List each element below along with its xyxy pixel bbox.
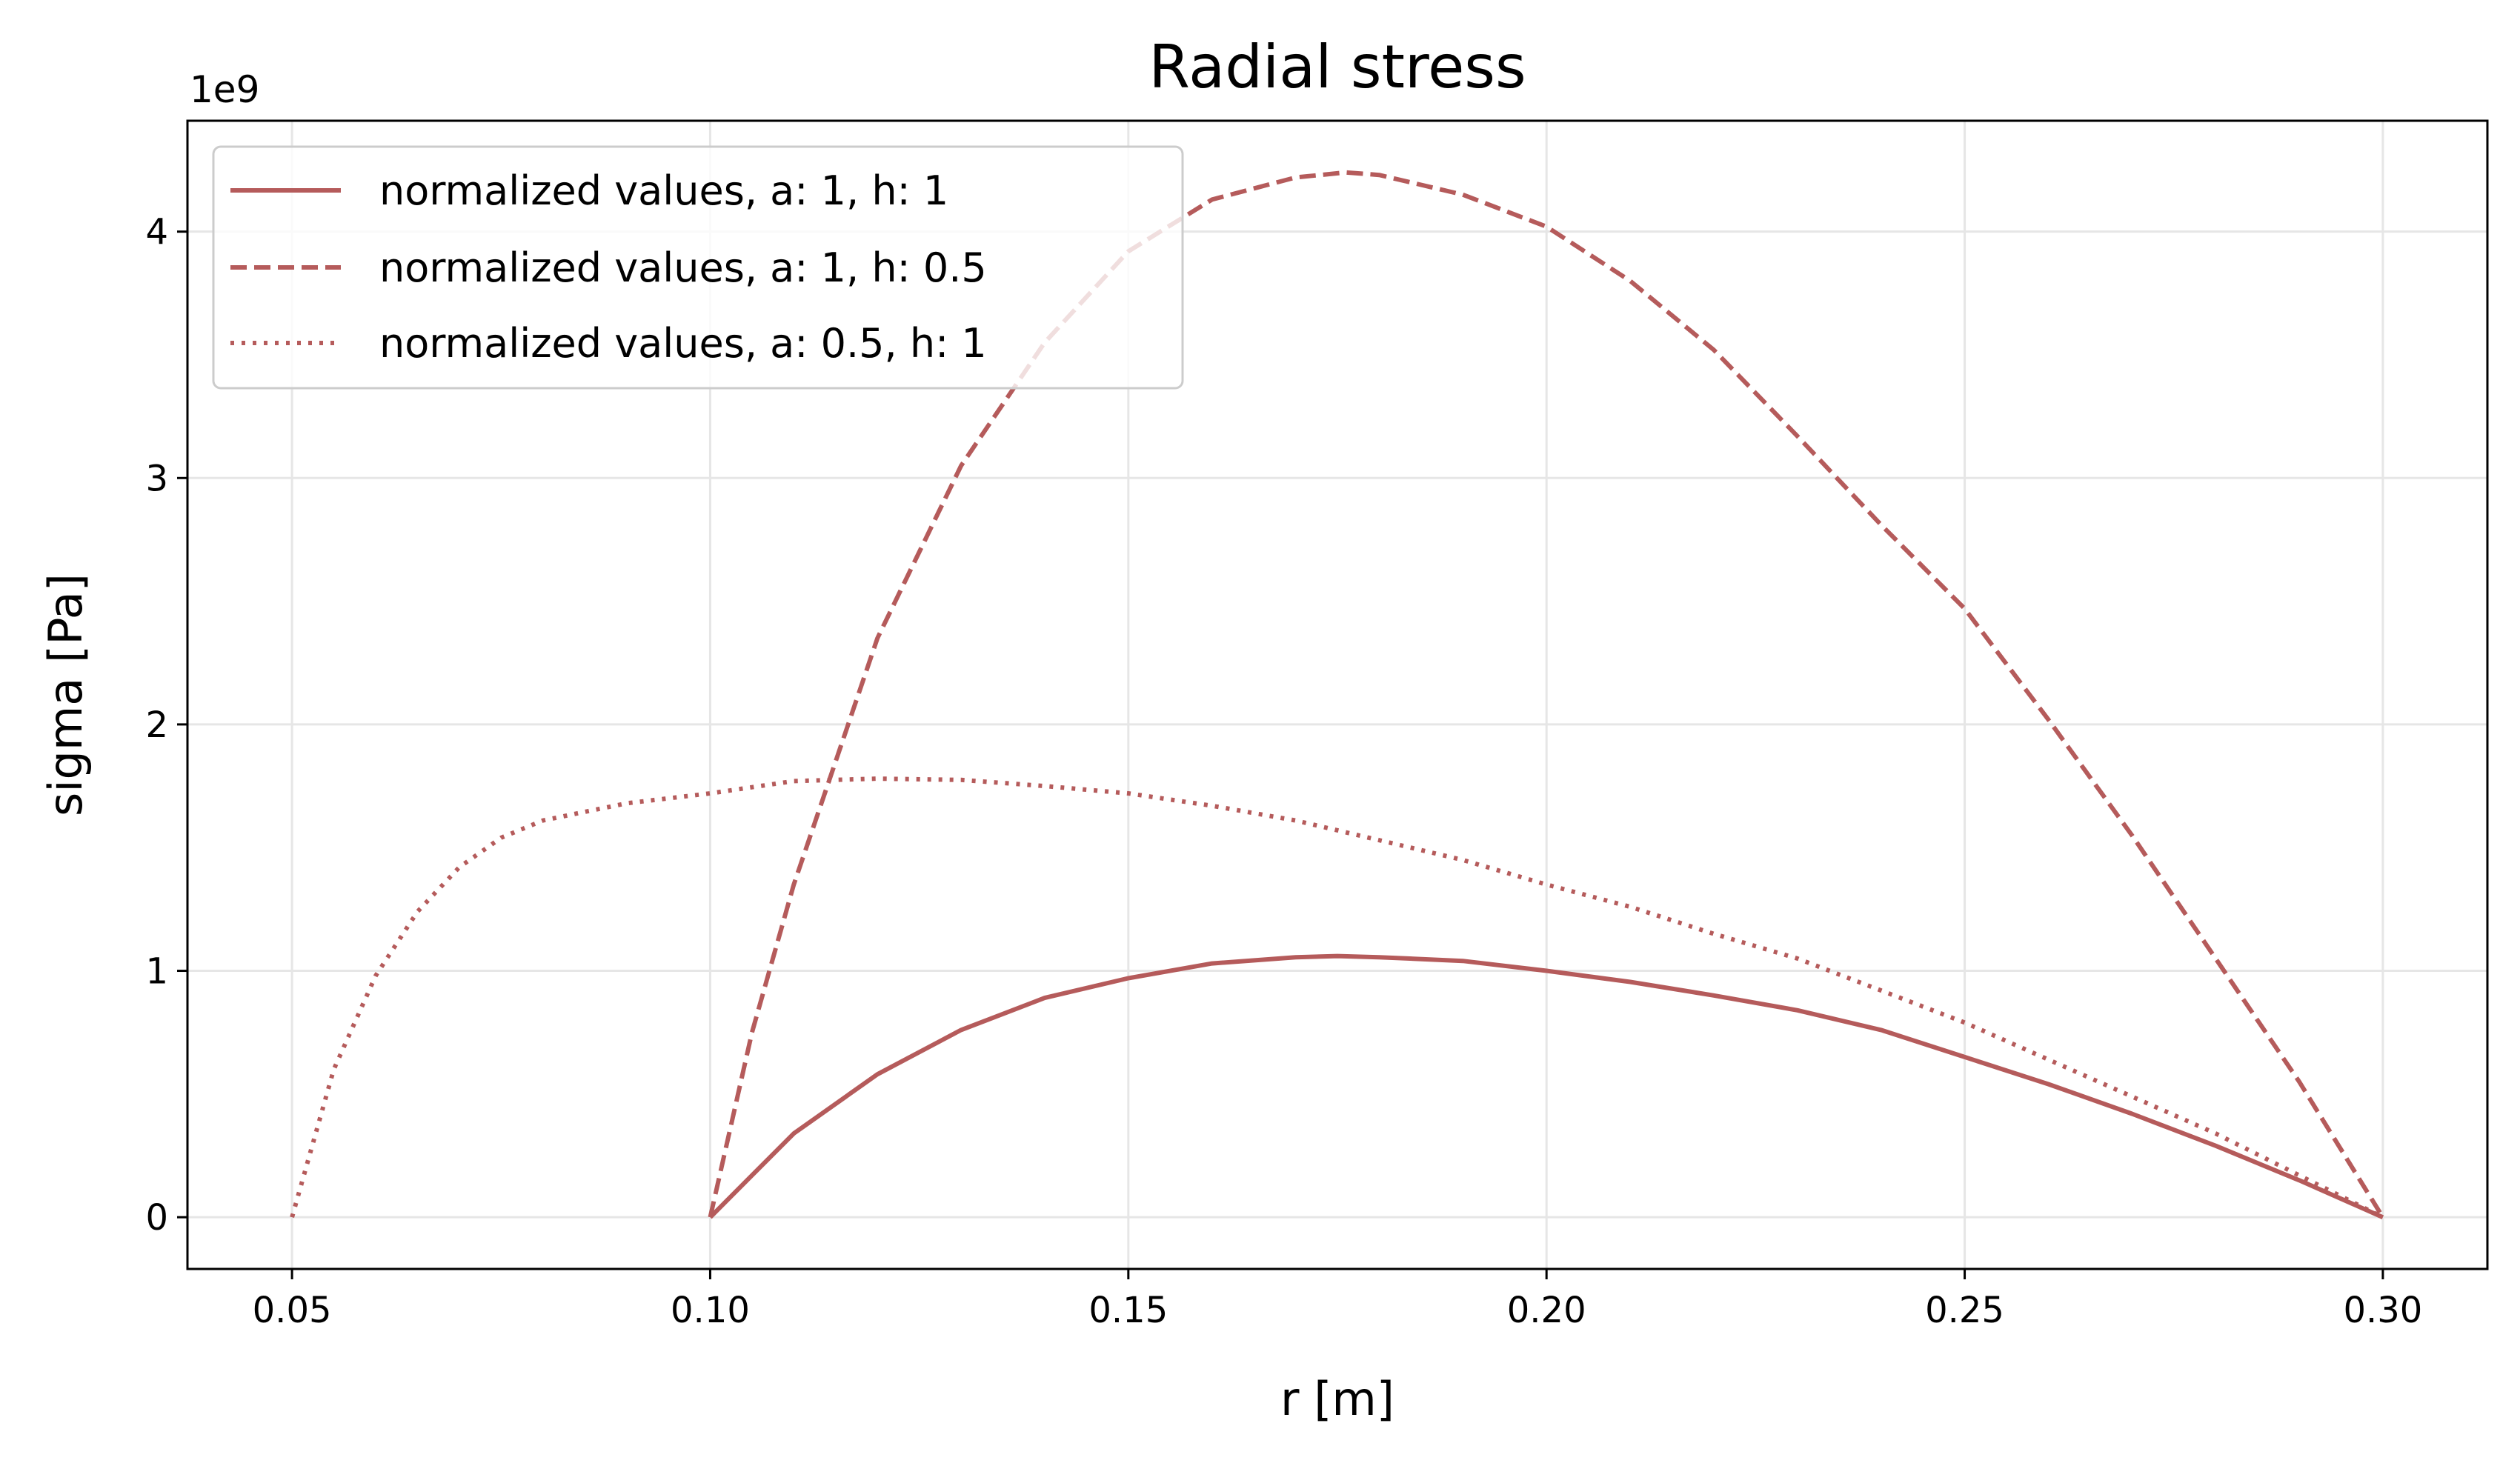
y-axis-ticks: 0 1 2 3 4 [145, 212, 187, 1239]
x-axis-ticks: 0.05 0.10 0.15 0.20 0.25 0.30 [253, 1269, 2422, 1331]
legend-box [212, 145, 1184, 390]
chart-title: Radial stress [1148, 33, 1526, 101]
y-axis-label: sigma [Pa] [39, 573, 93, 816]
y-tick-label: 4 [145, 212, 168, 253]
x-axis-label: r [m] [1280, 1372, 1394, 1426]
series-line-3 [290, 776, 2384, 1219]
x-tick-label: 0.30 [2343, 1290, 2422, 1331]
y-tick-label: 3 [145, 458, 168, 499]
series-lines [290, 170, 2385, 1219]
legend-entry-3: normalized values, a: 0.5, h: 1 [379, 320, 987, 367]
series-line-2 [708, 170, 2385, 1219]
y-offset-label: 1e9 [190, 68, 259, 111]
y-tick-label: 0 [145, 1197, 168, 1239]
legend: normalized values, a: 1, h: 1 normalized … [212, 145, 1184, 390]
x-tick-label: 0.25 [1925, 1290, 2004, 1331]
y-tick-label: 2 [145, 704, 168, 746]
x-tick-label: 0.10 [671, 1290, 750, 1331]
plot-frame [186, 119, 2489, 1270]
legend-entry-2: normalized values, a: 1, h: 0.5 [379, 244, 987, 291]
legend-entry-1: normalized values, a: 1, h: 1 [379, 167, 948, 214]
x-tick-label: 0.15 [1088, 1290, 1168, 1331]
series-line-1 [708, 953, 2384, 1219]
x-tick-label: 0.20 [1507, 1290, 1586, 1331]
y-tick-label: 1 [145, 951, 168, 993]
x-tick-label: 0.05 [253, 1290, 332, 1331]
